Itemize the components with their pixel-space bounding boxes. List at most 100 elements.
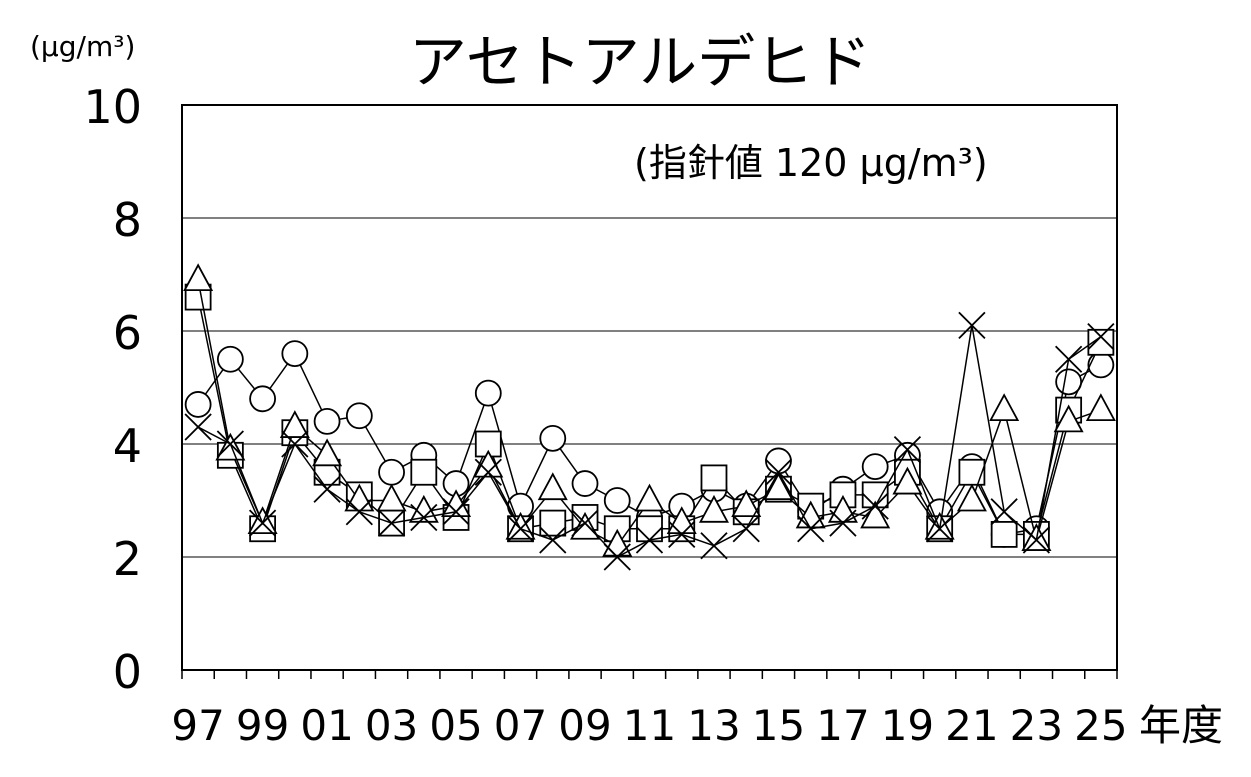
data-point-x — [281, 430, 309, 458]
grid-lines — [182, 217, 1117, 558]
data-point-x — [442, 498, 470, 526]
y-tick-label: 2 — [113, 532, 142, 586]
x-tick-label: 07 — [494, 701, 547, 750]
data-point-square — [410, 458, 438, 486]
x-tick-label: 19 — [881, 701, 934, 750]
y-tick-label: 4 — [113, 419, 142, 473]
series-triangle — [183, 263, 1116, 557]
data-point-triangle — [312, 438, 343, 467]
data-point-square — [700, 464, 728, 492]
x-tick-label: 99 — [236, 701, 289, 750]
data-point-triangle — [183, 263, 214, 292]
data-point-x — [216, 430, 244, 458]
data-point-triangle — [1085, 393, 1116, 422]
data-point-x — [1087, 323, 1115, 351]
x-tick-label: 17 — [816, 701, 869, 750]
unit-label: (μg/m³) — [30, 30, 135, 63]
data-point-x — [732, 515, 760, 543]
data-point-circle — [861, 453, 889, 481]
data-point-circle — [1055, 368, 1083, 396]
data-point-circle — [539, 424, 567, 452]
data-point-square — [958, 458, 986, 486]
data-point-triangle — [537, 472, 568, 501]
data-point-triangle — [1053, 404, 1084, 433]
data-point-x — [539, 526, 567, 554]
data-point-circle — [216, 345, 244, 373]
plot-area — [181, 104, 1118, 671]
data-point-triangle — [634, 483, 665, 512]
data-point-circle — [378, 458, 405, 486]
data-point-circle — [345, 402, 373, 430]
data-point-square — [829, 481, 857, 509]
data-point-triangle — [698, 494, 729, 523]
data-point-circle — [765, 447, 792, 475]
data-point-circle — [249, 385, 277, 413]
data-point-x — [861, 492, 889, 520]
data-point-circle — [184, 391, 212, 418]
guideline-annotation: (指針値 120 μg/m³) — [634, 141, 988, 185]
data-point-x — [1055, 345, 1083, 373]
data-point-triangle — [376, 483, 407, 512]
data-point-square — [636, 515, 663, 543]
data-point-x — [377, 509, 406, 537]
data-point-x — [1022, 526, 1051, 554]
data-point-x — [184, 413, 212, 441]
y-tick-label: 8 — [113, 193, 142, 247]
data-point-triangle — [892, 466, 923, 495]
data-point-x — [700, 532, 728, 560]
data-point-triangle — [763, 472, 794, 501]
data-point-x — [248, 509, 277, 537]
data-point-triangle — [731, 489, 762, 518]
y-axis: 0 2 4 6 8 10 — [83, 80, 142, 699]
data-point-x — [668, 520, 696, 549]
series-x — [184, 311, 1115, 571]
x-tick-label: 13 — [687, 701, 740, 750]
data-point-circle — [1087, 351, 1115, 379]
data-point-x — [603, 543, 631, 571]
data-point-triangle — [956, 483, 987, 512]
data-point-x — [829, 509, 857, 537]
x-tick-label: 15 — [752, 701, 805, 750]
data-point-x — [926, 515, 954, 543]
data-point-square — [990, 521, 1018, 548]
series-group — [183, 263, 1116, 571]
x-tick-label: 11 — [623, 701, 676, 750]
data-point-x — [474, 458, 502, 486]
data-point-x — [764, 458, 793, 486]
data-point-triangle — [247, 506, 278, 534]
data-point-x — [990, 498, 1018, 526]
x-tick-label: 25 — [1074, 701, 1127, 750]
data-point-circle — [474, 379, 502, 407]
data-point-x — [958, 311, 986, 339]
data-point-triangle — [279, 410, 310, 438]
x-axis: 97 99 01 03 05 07 09 11 13 15 17 19 21 23 25 — [171, 670, 1128, 750]
data-point-x — [410, 503, 438, 532]
x-tick-label: 21 — [945, 701, 998, 750]
data-point-circle — [281, 340, 309, 368]
data-point-triangle — [860, 500, 891, 529]
x-tick-label: 97 — [171, 701, 224, 750]
x-tick-label: 01 — [300, 701, 353, 750]
x-tick-label: 23 — [1010, 701, 1063, 750]
x-tick-label: 03 — [365, 701, 418, 750]
data-point-x — [797, 515, 825, 543]
data-point-circle — [313, 407, 341, 435]
x-tick-label: 05 — [429, 701, 482, 750]
x-axis-label: 年度 — [1139, 701, 1223, 750]
data-point-x — [313, 475, 341, 503]
data-point-x — [571, 509, 599, 537]
x-tick-label: 09 — [558, 701, 611, 750]
chart-title: アセトアルデヒド — [409, 28, 871, 96]
data-point-triangle — [473, 449, 504, 478]
y-tick-label: 0 — [113, 645, 142, 699]
data-point-x — [893, 436, 922, 464]
data-point-triangle — [215, 432, 246, 461]
data-point-x — [635, 526, 664, 554]
data-point-triangle — [505, 511, 536, 540]
data-point-circle — [571, 470, 599, 497]
y-tick-label: 10 — [83, 80, 142, 134]
y-tick-label: 6 — [113, 306, 142, 360]
data-point-triangle — [989, 393, 1020, 422]
data-point-x — [506, 515, 535, 543]
